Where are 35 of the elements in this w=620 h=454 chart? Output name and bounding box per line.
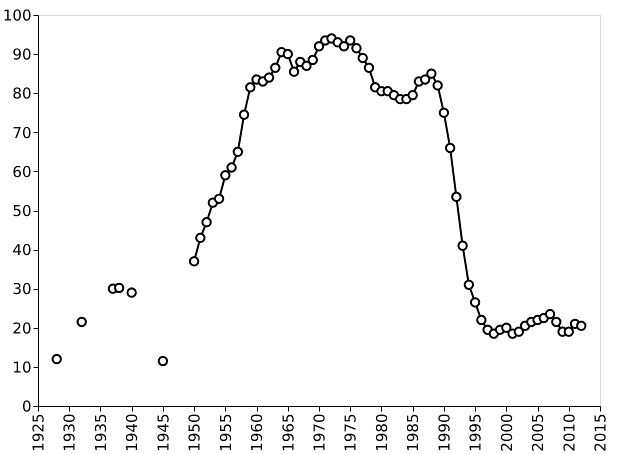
- y-tick-label: 70: [12, 124, 32, 142]
- y-tick-label: 60: [12, 162, 32, 181]
- x-tick-label: 1960: [248, 414, 266, 452]
- x-tick-label: 1945: [154, 414, 172, 452]
- y-tick-label: 50: [12, 202, 32, 220]
- x-tick-label: 1950: [186, 414, 204, 452]
- x-tick-label: 1940: [123, 414, 142, 452]
- x-tick-label: 1930: [60, 414, 79, 452]
- point: [158, 356, 168, 366]
- point: [126, 287, 137, 298]
- x-tick-label: 1995: [466, 414, 485, 452]
- y-tick-label: 20: [12, 319, 32, 338]
- point: [114, 282, 124, 294]
- x-tick-label: 1935: [92, 414, 110, 452]
- y-tick-label: 30: [12, 280, 32, 298]
- x-tick-label: 1990: [435, 414, 454, 452]
- x-tick-label: 1985: [404, 414, 422, 452]
- x-tick-label: 1975: [342, 414, 360, 452]
- y-tick-label: 80: [12, 84, 32, 103]
- x-tick-label: 1970: [310, 414, 328, 452]
- point: [52, 354, 62, 364]
- x-tick-label: 1955: [216, 414, 235, 452]
- y-tick-label: 0: [22, 398, 32, 416]
- y-tick-label: 40: [12, 241, 32, 260]
- x-tick-label: 2000: [498, 414, 516, 452]
- x-tick-label: 2005: [529, 414, 548, 452]
- point: [76, 316, 87, 328]
- y-tick-label: 100: [2, 6, 32, 24]
- x-tick-label: 1965: [279, 414, 298, 452]
- x-tick-label: 1980: [372, 414, 391, 452]
- y-tick-label: 10: [12, 358, 32, 376]
- x-tick-label: 2015: [592, 414, 610, 452]
- x-tick-label: 2010: [560, 414, 578, 452]
- x-tick-label: 1925: [30, 414, 48, 452]
- y-tick-label: 90: [12, 46, 32, 64]
